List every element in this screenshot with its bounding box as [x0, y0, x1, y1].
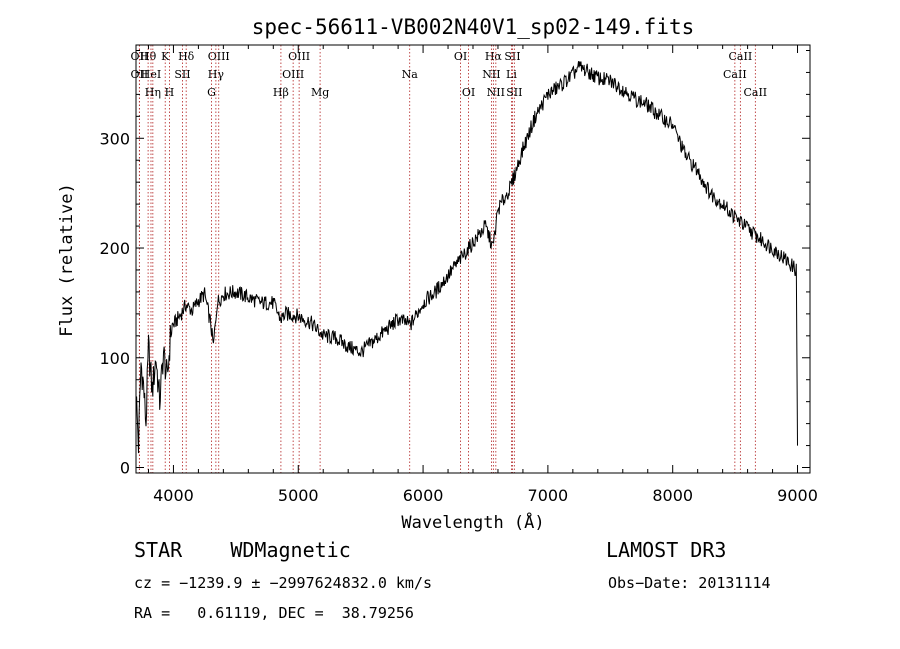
line-marker-label: Mg [311, 86, 329, 99]
line-marker-label: Li [506, 68, 517, 81]
x-tick-label: 9000 [777, 486, 818, 505]
class-label: STAR WDMagnetic [134, 538, 351, 562]
line-marker-label: SII [504, 50, 520, 63]
obs-date: Obs−Date: 20131114 [608, 574, 771, 592]
line-marker-label: Hγ [208, 68, 225, 81]
line-marker-label: OII [131, 68, 149, 81]
y-axis: 0 100 200 300 [99, 49, 810, 478]
spectrum-layer [135, 61, 798, 454]
line-marker-label: Hθ [140, 50, 157, 63]
line-marker-label: OI [454, 50, 467, 63]
y-tick-label: 100 [99, 349, 130, 368]
line-marker-label: NII [482, 68, 500, 81]
line-marker-label: HeI [141, 68, 161, 81]
line-marker-label: Hα [485, 50, 503, 63]
line-marker-label: SII [506, 86, 522, 99]
x-axis: 4000 5000 6000 7000 8000 9000 [147, 45, 818, 505]
coordinates: RA = 0.61119, DEC = 38.79256 [134, 604, 414, 622]
line-marker-label: CaII [729, 50, 753, 63]
x-tick-label: 8000 [652, 486, 693, 505]
line-marker-label: OI [462, 86, 475, 99]
line-marker-label: SII [174, 68, 190, 81]
x-tick-label: 6000 [403, 486, 444, 505]
line-marker-label: Hη [145, 86, 161, 99]
line-marker-label: Na [402, 68, 419, 81]
line-marker-label: OIII [208, 50, 230, 63]
x-tick-label: 4000 [153, 486, 194, 505]
plot-frame [135, 44, 811, 474]
line-marker-label: OIII [282, 68, 304, 81]
line-marker-label: Hβ [273, 86, 289, 99]
line-marker-label: G [207, 86, 216, 99]
x-tick-label: 7000 [528, 486, 569, 505]
line-marker-label: CaII [723, 68, 747, 81]
line-marker-label: K [161, 50, 170, 63]
y-tick-label: 200 [99, 239, 130, 258]
y-tick-label: 0 [120, 459, 130, 478]
spectrum-line [135, 61, 798, 454]
line-marker-label: NII [487, 86, 505, 99]
line-marker-label: OIII [288, 50, 310, 63]
line-marker-label: CaII [743, 86, 767, 99]
x-axis-label: Wavelength (Å) [401, 511, 544, 533]
y-axis-label: Flux (relative) [57, 183, 77, 337]
redshift-line: cz = −1239.9 ± −2997624832.0 km/s [134, 574, 433, 592]
line-marker-label: Hδ [178, 50, 195, 63]
line-marker-label: H [165, 86, 175, 99]
survey-label: LAMOST DR3 [606, 538, 727, 562]
y-tick-label: 300 [99, 129, 130, 148]
x-tick-label: 5000 [278, 486, 319, 505]
chart-title: spec-56611-VB002N40V1_sp02-149.fits [252, 15, 695, 39]
